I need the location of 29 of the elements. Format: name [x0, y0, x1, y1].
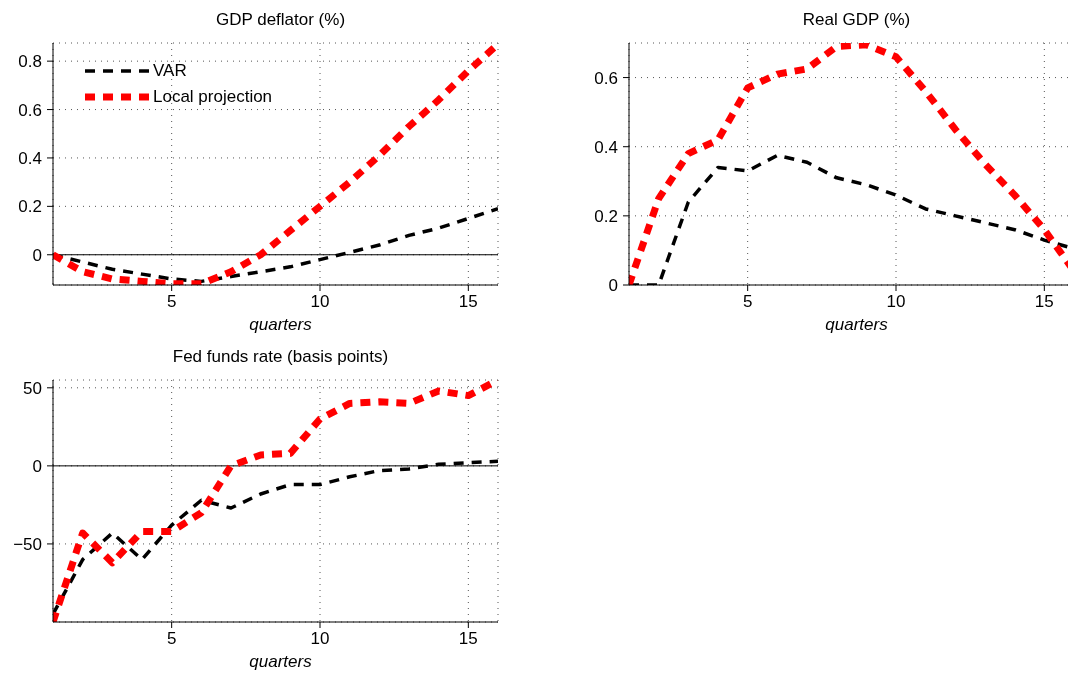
x-tick-label: 15	[1034, 292, 1054, 311]
y-tick-label: 0.2	[594, 206, 618, 226]
x-tick-label: 15	[458, 292, 478, 311]
chart-title: Real GDP (%)	[801, 10, 912, 30]
x-tick-label: 5	[742, 292, 753, 311]
x-tick-label: 5	[166, 629, 177, 648]
y-tick-label: 0.6	[594, 68, 618, 88]
chart-title: Fed funds rate (basis points)	[171, 347, 390, 367]
y-tick-label: 0	[32, 245, 42, 265]
y-tick-label: 0.2	[18, 197, 42, 217]
x-tick-label: 5	[166, 292, 177, 311]
y-tick-label: 0.4	[594, 137, 618, 157]
chart-title: GDP deflator (%)	[214, 10, 347, 30]
x-tick-label: 10	[310, 292, 330, 311]
y-tick-label: 0.8	[18, 52, 42, 72]
x-axis-title: quarters	[248, 315, 313, 335]
y-tick-label: 0	[32, 456, 42, 476]
x-axis-title: quarters	[824, 315, 889, 335]
y-tick-label: 50	[23, 378, 42, 398]
legend-label: Local projection	[153, 87, 273, 107]
x-tick-label: 15	[458, 629, 478, 648]
x-tick-label: 10	[886, 292, 906, 311]
y-tick-label: 0.6	[18, 100, 42, 120]
y-tick-label: −50	[13, 534, 42, 554]
x-axis-title: quarters	[248, 652, 313, 672]
legend-label: VAR	[153, 61, 187, 81]
y-tick-label: 0	[608, 276, 618, 295]
x-tick-label: 10	[310, 629, 330, 648]
y-tick-label: 0.4	[18, 148, 42, 168]
